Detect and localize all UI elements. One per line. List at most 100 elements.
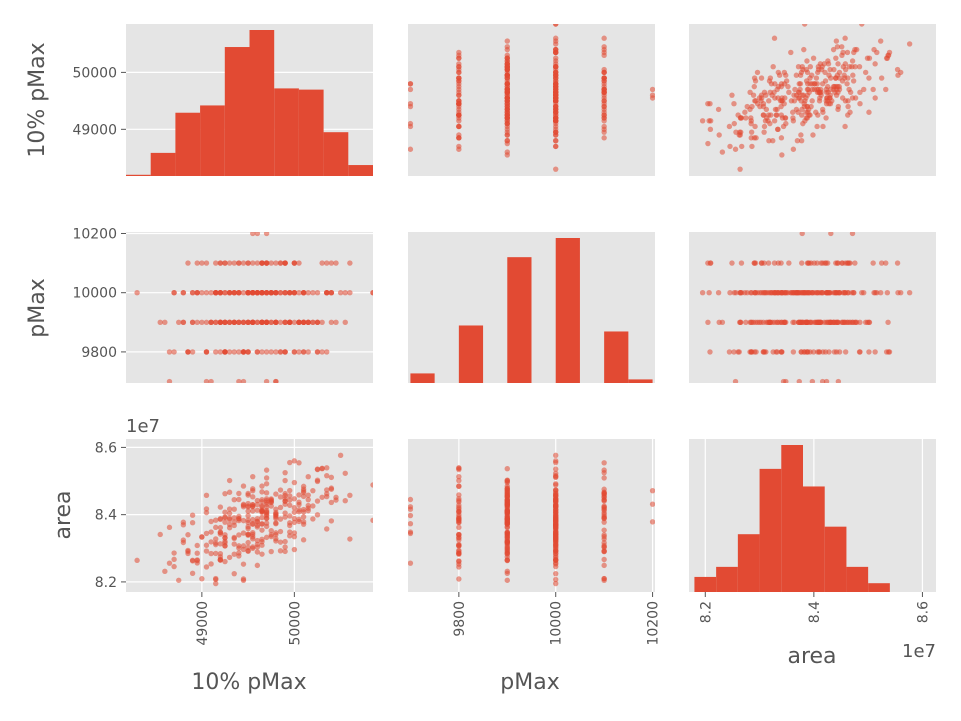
scatter-point: [872, 61, 878, 67]
scatter-point: [772, 106, 779, 113]
scatter-point: [553, 95, 559, 101]
scatter-point: [824, 98, 831, 104]
scatter-point: [199, 289, 205, 296]
scatter-point: [456, 123, 462, 130]
scatter-point: [213, 541, 219, 548]
scatter-point: [766, 138, 772, 144]
scatter-point: [553, 563, 559, 570]
scatter-point: [408, 560, 414, 566]
scatter-point: [263, 475, 270, 481]
scatter-point: [839, 260, 846, 266]
panel-10pct-pmax-vs-area: [689, 24, 936, 176]
x-tick-label: 10200: [646, 601, 662, 646]
scatter-point: [827, 66, 833, 73]
scatter-point: [277, 548, 284, 554]
scatter-point: [245, 525, 251, 532]
scatter-point: [319, 465, 325, 472]
scatter-point: [254, 544, 261, 550]
scatter-point: [803, 95, 809, 101]
scatter-point: [810, 132, 816, 138]
scatter-point: [213, 260, 219, 266]
scatter-point: [217, 531, 224, 537]
scatter-point: [236, 532, 242, 538]
scatter-point: [818, 89, 824, 96]
scatter-point: [287, 487, 293, 494]
panel-background: [408, 439, 655, 592]
scatter-point: [809, 289, 815, 296]
scatter-point: [180, 537, 187, 543]
scatter-point: [254, 289, 261, 296]
scatter-point: [801, 349, 808, 355]
scatter-point: [273, 378, 279, 383]
scatter-point: [171, 550, 177, 556]
scatter-point: [217, 289, 224, 296]
scatter-point: [849, 319, 856, 326]
scatter-point: [203, 542, 210, 548]
scatter-point: [456, 86, 462, 93]
scatter-point: [305, 496, 311, 503]
scatter-point: [250, 521, 256, 527]
scatter-point: [883, 86, 889, 93]
scatter-point: [291, 546, 298, 553]
scatter-point: [250, 494, 256, 500]
scatter-point: [504, 557, 510, 564]
scatter-point: [310, 289, 316, 296]
scatter-point: [254, 537, 261, 544]
scatter-point: [250, 508, 256, 514]
scatter-point: [456, 558, 462, 564]
scatter-point: [665, 290, 670, 295]
scatter-point: [906, 289, 913, 296]
scatter-point: [189, 349, 196, 355]
scatter-point: [180, 319, 187, 326]
scatter-point: [553, 474, 559, 481]
scatter-point: [456, 534, 462, 541]
scatter-point: [826, 349, 832, 355]
scatter-point: [282, 514, 288, 520]
scatter-point: [203, 260, 210, 266]
scatter-point: [841, 72, 847, 78]
scatter-point: [273, 538, 279, 544]
scatter-point: [799, 63, 805, 70]
scatter-point: [277, 494, 284, 500]
scatter-point: [828, 86, 834, 93]
scatter-point: [296, 507, 302, 513]
scatter-point: [794, 138, 801, 144]
scatter-point: [649, 501, 655, 507]
scatter-point: [171, 563, 177, 570]
scatter-point: [601, 460, 607, 466]
scatter-point: [601, 498, 607, 504]
scatter-point: [771, 35, 778, 41]
scatter-point: [878, 75, 885, 81]
scatter-point: [839, 52, 845, 59]
scatter-point: [194, 289, 200, 296]
scatter-point: [208, 319, 214, 326]
scatter-point: [553, 89, 559, 96]
scatter-point: [287, 319, 293, 326]
scatter-point: [553, 516, 559, 523]
scatter-point: [601, 506, 607, 512]
scatter-point: [883, 260, 889, 266]
scatter-point: [314, 319, 321, 326]
scatter-point: [807, 319, 814, 326]
scatter-point: [370, 289, 373, 296]
scatter-point: [779, 152, 785, 158]
scatter-point: [305, 319, 311, 326]
hist-bar: [224, 47, 250, 176]
scatter-point: [324, 349, 330, 355]
scatter-point: [273, 530, 279, 536]
scatter-point: [866, 319, 873, 326]
scatter-point: [282, 319, 288, 326]
scatter-point: [790, 349, 797, 355]
scatter-point: [296, 319, 302, 326]
panel-area-vs-area: 8.2 8.4 8.6: [689, 439, 936, 623]
scatter-point: [852, 260, 858, 266]
panel-pmax-vs-10pct-pmax: 9800 10000 10200: [72, 226, 373, 383]
scatter-point: [250, 289, 256, 296]
scatter-point: [213, 289, 219, 296]
scatter-point: [166, 378, 173, 383]
scatter-point: [222, 519, 228, 525]
scatter-point: [871, 289, 877, 296]
scatter-point: [268, 533, 274, 540]
scatter-point: [456, 517, 462, 524]
scatter-point: [277, 539, 284, 545]
